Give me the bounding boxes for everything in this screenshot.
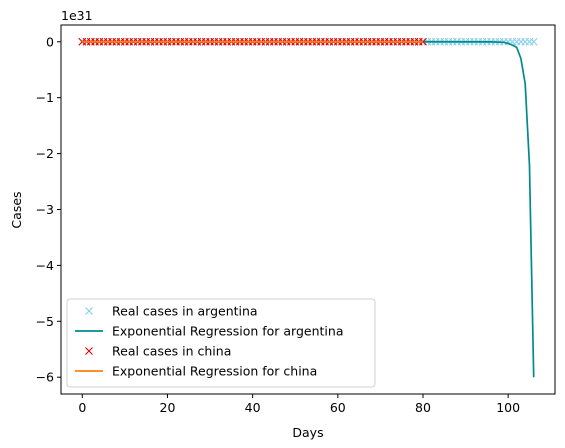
data-point [529, 37, 538, 46]
y-tick-label: −6 [36, 370, 54, 385]
y-tick-label: −5 [36, 314, 54, 329]
y-axis-label: Cases [9, 191, 24, 228]
legend-entry-1: Exponential Regression for argentina [112, 324, 343, 339]
axis-ticks: 0 20 40 60 80 100 0 −1 −2 −3 −4 −5 −6 [36, 34, 521, 415]
x-tick-label: 0 [78, 400, 86, 415]
legend-entry-2: Real cases in china [112, 344, 231, 359]
x-tick-label: 60 [330, 400, 346, 415]
x-axis-label: Days [292, 425, 323, 440]
legend-marker [85, 307, 93, 315]
y-offset-text: 1e31 [61, 8, 93, 23]
legend: Real cases in argentina Exponential Regre… [66, 298, 376, 388]
y-tick-label: −4 [36, 258, 54, 273]
legend-marker [85, 347, 93, 355]
y-tick-label: −3 [36, 202, 54, 217]
x-tick-label: 20 [160, 400, 176, 415]
legend-entry-0: Real cases in argentina [112, 304, 258, 319]
x-tick-label: 80 [415, 400, 431, 415]
plot-area [78, 37, 538, 378]
y-tick-label: −1 [36, 90, 54, 105]
x-tick-label: 40 [245, 400, 261, 415]
y-tick-label: −2 [36, 146, 54, 161]
legend-entry-3: Exponential Regression for china [112, 364, 317, 379]
series-1-line [422, 40, 535, 378]
x-tick-label: 100 [496, 400, 520, 415]
y-tick-label: 0 [46, 34, 54, 49]
legend-box [66, 298, 376, 388]
data-point [419, 37, 427, 46]
